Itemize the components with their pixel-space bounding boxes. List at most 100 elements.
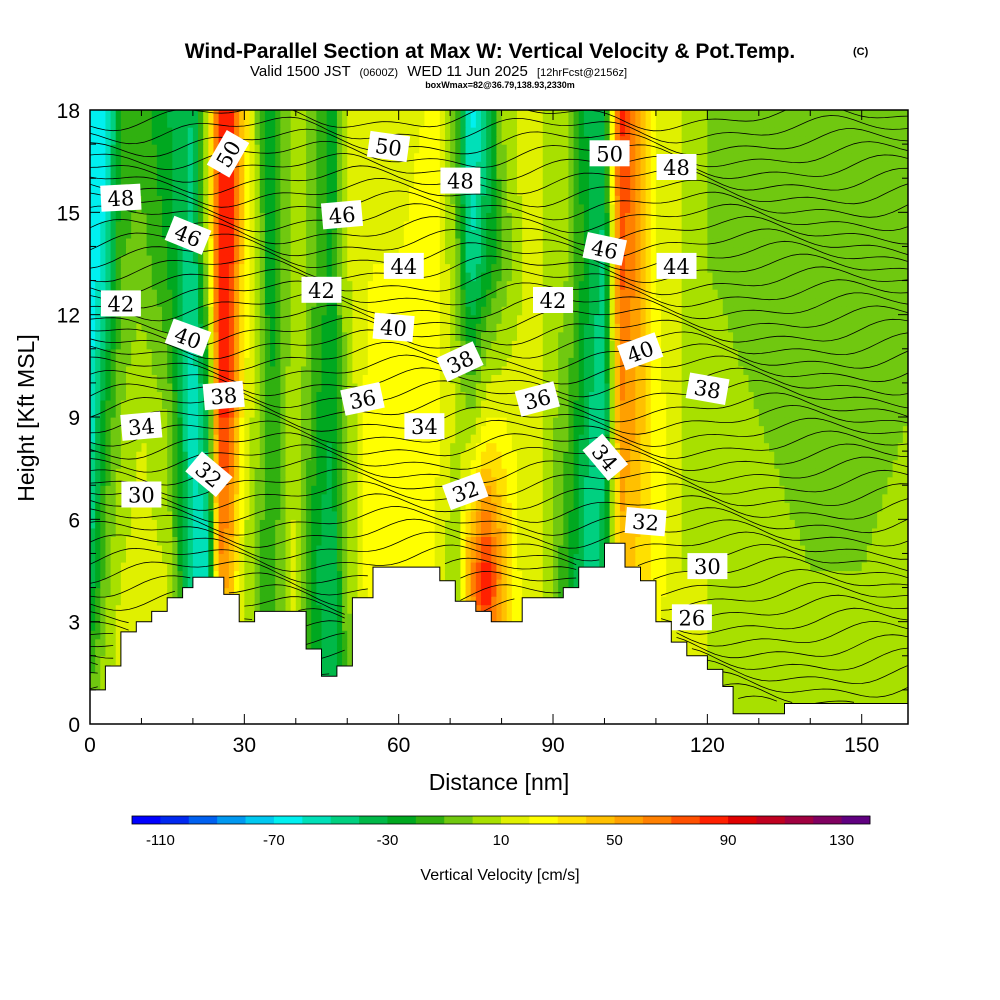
velocity-cell (167, 536, 173, 546)
velocity-cell (424, 485, 431, 495)
velocity-cell (866, 655, 873, 665)
velocity-cell (655, 536, 662, 546)
velocity-cell (151, 587, 158, 597)
velocity-cell (563, 570, 570, 580)
velocity-cell (887, 476, 894, 486)
velocity-cell (887, 587, 894, 597)
velocity-cell (820, 689, 827, 700)
velocity-cell (789, 468, 796, 478)
velocity-cell (594, 468, 600, 478)
velocity-cell (635, 476, 642, 486)
velocity-cell (686, 468, 693, 478)
velocity-cell (517, 596, 523, 606)
velocity-cell (851, 689, 858, 700)
velocity-cell (90, 502, 96, 512)
velocity-cell (738, 502, 744, 512)
velocity-cell (635, 468, 642, 478)
velocity-cell (738, 613, 744, 623)
velocity-cell (758, 468, 765, 478)
velocity-cell (733, 681, 739, 691)
velocity-cell (424, 468, 431, 478)
velocity-cell (172, 544, 179, 555)
velocity-cell (702, 638, 708, 648)
velocity-cell (95, 621, 101, 631)
velocity-cell (815, 638, 822, 648)
velocity-cell (439, 544, 446, 555)
velocity-cell (115, 493, 122, 503)
velocity-cell (727, 468, 734, 478)
velocity-cell (156, 476, 163, 486)
velocity-cell (882, 493, 889, 503)
velocity-cell (666, 476, 672, 486)
velocity-cell (810, 613, 816, 623)
velocity-cell (311, 451, 317, 461)
velocity-cell (763, 689, 770, 700)
velocity-cell (511, 561, 518, 572)
velocity-cell (861, 579, 868, 589)
velocity-cell (372, 476, 379, 486)
velocity-cell (491, 459, 498, 469)
velocity-cell (218, 570, 225, 580)
velocity-cell (547, 579, 554, 589)
velocity-cell (789, 536, 796, 546)
velocity-cell (702, 587, 708, 597)
velocity-cell (455, 587, 462, 597)
velocity-cell (846, 519, 852, 529)
velocity-cell (460, 587, 467, 597)
velocity-cell (902, 681, 908, 691)
velocity-cell (805, 476, 811, 486)
velocity-cell (774, 468, 780, 478)
velocity-cell (748, 621, 755, 631)
velocity-cell (527, 459, 534, 469)
velocity-cell (877, 596, 883, 606)
velocity-cell (213, 493, 220, 503)
velocity-cell (115, 561, 122, 572)
velocity-cell (254, 561, 261, 572)
velocity-cell (815, 510, 822, 520)
velocity-cell (866, 553, 873, 563)
velocity-cell (810, 459, 816, 469)
velocity-cell (851, 476, 858, 486)
velocity-cell (784, 493, 791, 503)
velocity-cell (347, 519, 353, 529)
velocity-cell (877, 587, 883, 597)
velocity-cell (172, 468, 179, 478)
velocity-cell (280, 561, 287, 572)
velocity-cell (208, 536, 215, 546)
velocity-cell (156, 536, 163, 546)
velocity-cell (733, 655, 739, 665)
velocity-cell (146, 596, 153, 606)
velocity-cell (223, 510, 230, 520)
velocity-cell (763, 655, 770, 665)
velocity-cell (228, 561, 235, 572)
velocity-cell (856, 553, 863, 563)
velocity-cell (578, 510, 585, 520)
velocity-cell (419, 544, 425, 555)
velocity-cell (460, 468, 467, 478)
velocity-cell (146, 604, 153, 614)
velocity-cell (347, 536, 353, 546)
velocity-cell (372, 485, 379, 495)
velocity-cell (825, 621, 832, 631)
velocity-cell (666, 561, 672, 572)
velocity-cell (727, 502, 734, 512)
velocity-cell (702, 493, 708, 503)
velocity-cell (758, 485, 765, 495)
velocity-cell (208, 570, 215, 580)
velocity-cell (234, 451, 240, 461)
velocity-cell (835, 655, 842, 665)
velocity-cell (460, 519, 467, 529)
velocity-cell (835, 630, 842, 640)
velocity-cell (465, 587, 472, 597)
velocity-cell (877, 698, 883, 708)
velocity-cell (553, 519, 559, 529)
velocity-cell (794, 604, 801, 614)
velocity-cell (244, 459, 251, 469)
velocity-cell (784, 672, 791, 682)
velocity-cell (676, 561, 683, 572)
velocity-cell (537, 468, 544, 478)
velocity-cell (506, 587, 513, 597)
velocity-cell (563, 502, 570, 512)
velocity-cell (537, 536, 544, 546)
velocity-cell (342, 519, 348, 529)
